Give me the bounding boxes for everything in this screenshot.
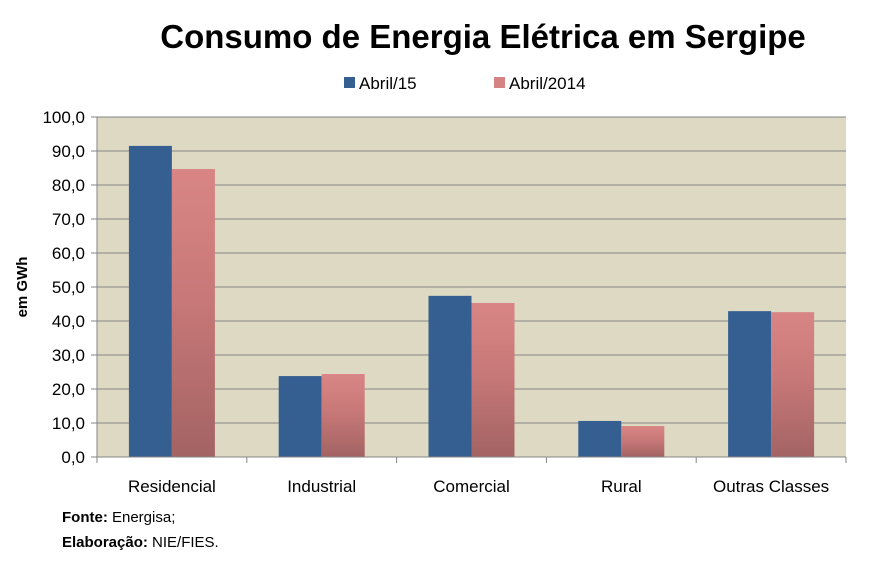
footer-source: Fonte: Energisa; — [62, 509, 175, 526]
bar-abril-15-comercial — [428, 295, 472, 457]
bar-abril-2014-comercial — [471, 302, 515, 457]
y-tick-label: 70,0 — [52, 210, 85, 229]
y-tick-label: 0,0 — [61, 448, 85, 467]
source-value: Energisa; — [107, 509, 176, 526]
x-tick-label: Rural — [601, 477, 642, 496]
x-tick-label: Industrial — [287, 477, 356, 496]
x-tick-label: Comercial — [433, 477, 510, 496]
bar-abril-2014-industrial — [321, 374, 365, 457]
footer-credit: Elaboração: NIE/FIES. — [62, 534, 219, 551]
bar-abril-15-residencial — [128, 145, 172, 457]
x-tick-label: Outras Classes — [713, 477, 829, 496]
y-tick-label: 60,0 — [52, 244, 85, 263]
bar-abril-2014-outras-classes — [771, 312, 815, 457]
legend: Abril/15 Abril/2014 — [344, 74, 586, 93]
credit-label: Elaboração: — [62, 534, 148, 551]
legend-swatch-1 — [494, 77, 505, 88]
y-axis-label: em GWh — [14, 257, 31, 318]
bar-abril-2014-rural — [621, 426, 665, 457]
y-tick-label: 20,0 — [52, 380, 85, 399]
y-tick-label: 40,0 — [52, 312, 85, 331]
chart-title: Consumo de Energia Elétrica em Sergipe — [160, 18, 806, 55]
legend-label-0: Abril/15 — [359, 74, 417, 93]
y-tick-label: 80,0 — [52, 176, 85, 195]
y-tick-label: 10,0 — [52, 414, 85, 433]
y-tick-label: 100,0 — [42, 108, 85, 127]
y-tick-label: 50,0 — [52, 278, 85, 297]
y-tick-label: 90,0 — [52, 142, 85, 161]
legend-label-1: Abril/2014 — [509, 74, 586, 93]
source-label: Fonte: — [62, 509, 108, 526]
bar-abril-15-outras-classes — [728, 311, 772, 457]
bar-abril-15-industrial — [278, 376, 322, 457]
y-axis-ticks: 0,0 10,0 20,0 30,0 40,0 50,0 60,0 70,0 80,0 90,0 1… — [42, 108, 97, 467]
x-tick-label: Residencial — [128, 477, 216, 496]
axes — [96, 117, 846, 463]
y-tick-label: 30,0 — [52, 346, 85, 365]
credit-value: NIE/FIES. — [147, 534, 219, 551]
bar-abril-2014-residencial — [171, 169, 215, 457]
bars — [128, 145, 815, 457]
legend-swatch-0 — [344, 77, 355, 88]
bar-abril-15-rural — [578, 420, 622, 457]
x-axis-ticks: Residencial Industrial Comercial Rural Outra… — [96, 457, 847, 496]
